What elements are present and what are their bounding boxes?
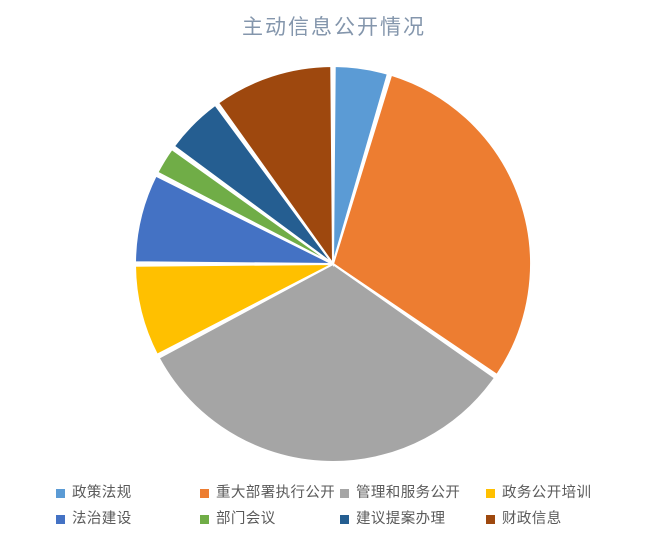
legend-color-swatch: [486, 514, 495, 524]
legend-label: 财政信息: [502, 511, 562, 527]
pie-svg: [134, 65, 532, 463]
pie-slice[interactable]: [134, 174, 334, 265]
legend-label: 部门会议: [216, 511, 276, 527]
pie-slice[interactable]: [216, 65, 335, 268]
legend-item[interactable]: 政策法规: [56, 482, 132, 504]
legend-color-swatch: [340, 488, 349, 498]
legend-item[interactable]: 部门会议: [200, 508, 276, 530]
pie-plot-area: [134, 65, 532, 463]
pie-slice[interactable]: [157, 262, 497, 463]
legend-item[interactable]: 重大部署执行公开: [200, 482, 335, 504]
pie-slice-group: [134, 65, 532, 463]
legend-color-swatch: [200, 514, 209, 524]
legend-color-swatch: [340, 514, 349, 524]
legend-label: 建议提案办理: [356, 511, 446, 527]
legend-color-swatch: [56, 488, 65, 498]
chart-title: 主动信息公开情况: [242, 16, 426, 39]
legend-label: 法治建设: [72, 511, 132, 527]
legend-color-swatch: [486, 488, 495, 498]
legend-color-swatch: [56, 514, 65, 524]
pie-slice[interactable]: [156, 147, 334, 265]
pie-slice[interactable]: [172, 103, 334, 265]
legend-item[interactable]: 政务公开培训: [486, 482, 591, 504]
legend-item[interactable]: 法治建设: [56, 508, 132, 530]
legend-label: 管理和服务公开: [356, 485, 461, 501]
legend-label: 政策法规: [72, 485, 132, 501]
legend-item[interactable]: 建议提案办理: [340, 508, 445, 530]
pie-slice[interactable]: [332, 65, 390, 265]
legend-item[interactable]: 财政信息: [486, 508, 562, 530]
legend-item[interactable]: 管理和服务公开: [340, 482, 460, 504]
legend-label: 政务公开培训: [502, 485, 592, 501]
legend-row-2: 法治建设 部门会议 建议提案办理 财政信息: [0, 508, 668, 534]
legend-label: 重大部署执行公开: [216, 485, 336, 501]
chart-legend: 政策法规 重大部署执行公开 管理和服务公开 政务公开培训 法治建设 部门会议 建议提案办理…: [0, 478, 668, 540]
legend-row-1: 政策法规 重大部署执行公开 管理和服务公开 政务公开培训: [0, 482, 668, 508]
pie-slice[interactable]: [331, 73, 532, 377]
legend-color-swatch: [200, 488, 209, 498]
pie-slice[interactable]: [134, 263, 334, 357]
